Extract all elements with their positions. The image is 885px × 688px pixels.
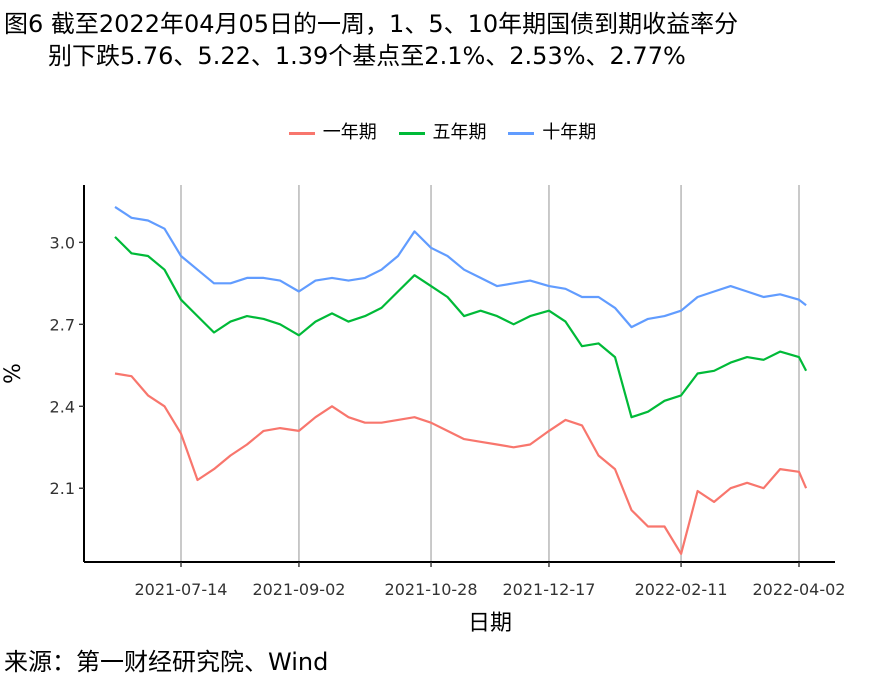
- legend-swatch-10y: [508, 131, 535, 135]
- x-tick-label: 2022-04-02: [753, 580, 846, 599]
- y-tick-label: 2.7: [50, 315, 75, 334]
- series-line-10y: [114, 205, 807, 329]
- legend-swatch-5y: [398, 131, 425, 135]
- x-tick-label: 2021-07-14: [135, 580, 228, 599]
- y-tick-label: 3.0: [50, 233, 75, 252]
- x-axis-label: 日期: [468, 611, 512, 636]
- source-note: 来源：第一财经研究院、Wind: [4, 648, 329, 676]
- y-axis-label: %: [1, 363, 26, 384]
- x-tick-label: 2021-12-17: [502, 580, 595, 599]
- title-line-2: 别下跌5.76、5.22、1.39个基点至2.1%、2.53%、2.77%: [48, 42, 686, 70]
- legend-item-1y: 一年期: [288, 118, 377, 144]
- series-line-1y: [114, 372, 808, 555]
- legend-label-5y: 五年期: [432, 122, 487, 143]
- title-line-1: 图6 截至2022年04月05日的一周，1、5、10年期国债到期收益率分: [4, 10, 739, 38]
- legend-label-1y: 一年期: [322, 122, 377, 143]
- legend-item-5y: 五年期: [398, 118, 487, 144]
- x-tick-label: 2022-02-11: [635, 580, 728, 599]
- x-tick-label: 2021-10-28: [385, 580, 478, 599]
- y-tick-label: 2.1: [50, 479, 75, 498]
- legend-swatch-1y: [288, 131, 315, 135]
- legend-label-10y: 十年期: [542, 122, 597, 143]
- legend-item-10y: 十年期: [508, 118, 596, 144]
- series-line-5y: [114, 236, 808, 419]
- legend: 一年期 五年期 十年期: [0, 118, 885, 144]
- chart-title: 图6 截至2022年04月05日的一周，1、5、10年期国债到期收益率分 别下跌…: [0, 8, 885, 72]
- y-tick-label: 2.4: [50, 397, 75, 416]
- x-tick-label: 2021-09-02: [252, 580, 345, 599]
